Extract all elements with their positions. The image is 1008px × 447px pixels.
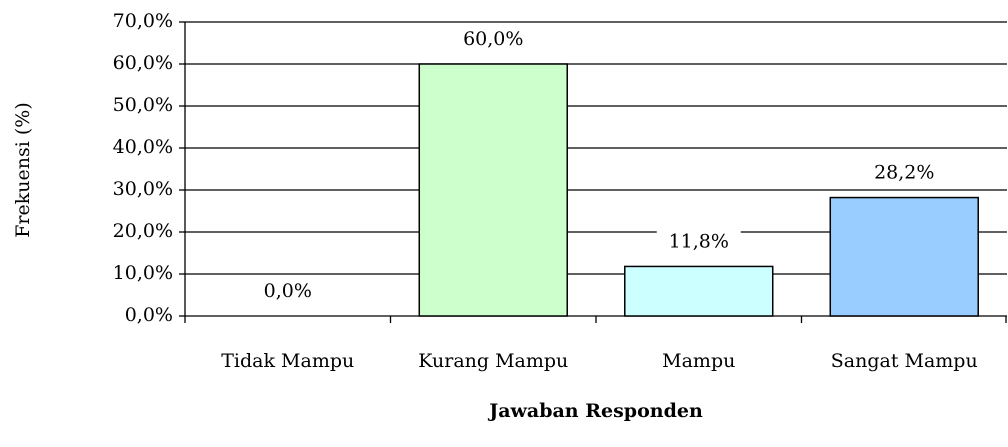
x-tick-label: Tidak Mampu <box>221 350 354 372</box>
bar <box>418 63 568 317</box>
value-label-bg <box>656 228 741 257</box>
value-label: 60,0% <box>463 28 523 50</box>
value-label-bg <box>862 159 947 188</box>
y-tick-label: 20,0% <box>113 220 173 242</box>
bar <box>829 196 979 317</box>
bar <box>624 265 774 317</box>
y-tick-label: 60,0% <box>113 52 173 74</box>
value-label: 11,8% <box>669 230 729 252</box>
y-axis-title: Frekuensi (%) <box>12 102 34 238</box>
y-tick-label: 30,0% <box>113 178 173 200</box>
x-tick-label: Mampu <box>662 350 735 372</box>
value-label-bg <box>451 26 536 54</box>
y-tick-label: 10,0% <box>113 262 173 284</box>
y-tick-label: 50,0% <box>113 94 173 116</box>
x-tick-label: Kurang Mampu <box>418 350 568 372</box>
y-tick-label: 0,0% <box>125 304 173 326</box>
y-tick-label: 40,0% <box>113 136 173 158</box>
value-label: 28,2% <box>874 162 934 184</box>
x-axis-title: Jawaban Responden <box>487 400 703 422</box>
value-label: 0,0% <box>264 280 312 302</box>
y-tick-label: 70,0% <box>113 10 173 32</box>
x-tick-label: Sangat Mampu <box>831 350 978 372</box>
value-label-bg <box>245 278 330 306</box>
